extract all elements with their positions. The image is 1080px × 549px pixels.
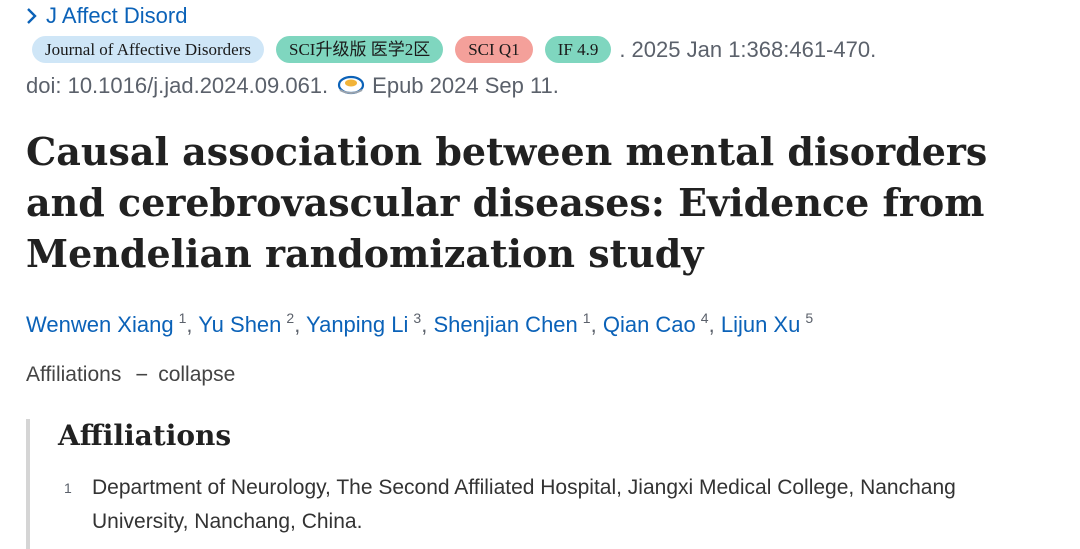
author-link[interactable]: Yu Shen 2 xyxy=(198,310,295,337)
author-name: Shenjian Chen xyxy=(433,312,578,337)
chevron-right-icon xyxy=(26,7,38,25)
author-name: Yanping Li xyxy=(306,312,409,337)
author-name: Lijun Xu xyxy=(720,312,801,337)
author-list: Wenwen Xiang 1, Yu Shen 2, Yanping Li 3, Sh… xyxy=(26,310,813,338)
collapse-dash-icon: − xyxy=(135,362,149,387)
citation-date: . 2025 Jan 1:368:461-470. xyxy=(619,36,877,62)
author-separator: , xyxy=(294,312,301,337)
sci-q1-badge[interactable]: SCI Q1 xyxy=(455,36,533,63)
journal-badges: Journal of Affective Disorders SCI升级版 医学… xyxy=(32,36,876,63)
author-affiliation-number[interactable]: 4 xyxy=(700,310,709,326)
author-separator: , xyxy=(590,312,597,337)
author-affiliation-number[interactable]: 1 xyxy=(178,310,187,326)
author-separator: , xyxy=(708,312,715,337)
author-link[interactable]: Lijun Xu 5 xyxy=(720,310,814,337)
affiliation-item: 1 Department of Neurology, The Second Af… xyxy=(64,471,1036,539)
article-title: Causal association between mental disord… xyxy=(26,129,988,276)
author-name: Qian Cao xyxy=(602,312,696,337)
sci-zone-badge[interactable]: SCI升级版 医学2区 xyxy=(276,36,444,63)
journal-link-label: J Affect Disord xyxy=(46,3,188,28)
author-affiliation-number[interactable]: 2 xyxy=(286,310,295,326)
epub-icon[interactable] xyxy=(336,74,366,98)
author-affiliation-number[interactable]: 5 xyxy=(805,310,814,326)
author-affiliation-number[interactable]: 1 xyxy=(582,310,591,326)
author-link[interactable]: Wenwen Xiang 1 xyxy=(26,310,187,337)
collapse-button[interactable]: collapse xyxy=(158,363,236,386)
journal-link[interactable]: J Affect Disord xyxy=(26,3,187,29)
author-name: Yu Shen xyxy=(198,312,282,337)
affiliation-number: 1 xyxy=(64,480,72,496)
impact-factor-badge[interactable]: IF 4.9 xyxy=(544,36,612,63)
affiliations-toggle: Affiliations − collapse xyxy=(26,362,235,388)
author-link[interactable]: Shenjian Chen 1 xyxy=(433,310,591,337)
author-link[interactable]: Qian Cao 4 xyxy=(602,310,709,337)
affiliation-text: Department of Neurology, The Second Affi… xyxy=(92,476,956,533)
affiliations-heading: Affiliations xyxy=(58,419,232,452)
author-separator: , xyxy=(421,312,428,337)
journal-name-badge[interactable]: Journal of Affective Disorders xyxy=(32,36,264,63)
author-name: Wenwen Xiang xyxy=(26,312,174,337)
author-link[interactable]: Yanping Li 3 xyxy=(306,310,422,337)
doi-text: doi: 10.1016/j.jad.2024.09.061. xyxy=(26,73,329,98)
author-affiliation-number[interactable]: 3 xyxy=(413,310,422,326)
doi-line: doi: 10.1016/j.jad.2024.09.061. Epub 202… xyxy=(26,73,559,99)
affiliations-toggle-label: Affiliations xyxy=(26,363,122,386)
author-separator: , xyxy=(186,312,193,337)
affiliations-panel: Affiliations 1 Department of Neurology, … xyxy=(26,419,1066,549)
epub-date: Epub 2024 Sep 11. xyxy=(372,73,559,98)
